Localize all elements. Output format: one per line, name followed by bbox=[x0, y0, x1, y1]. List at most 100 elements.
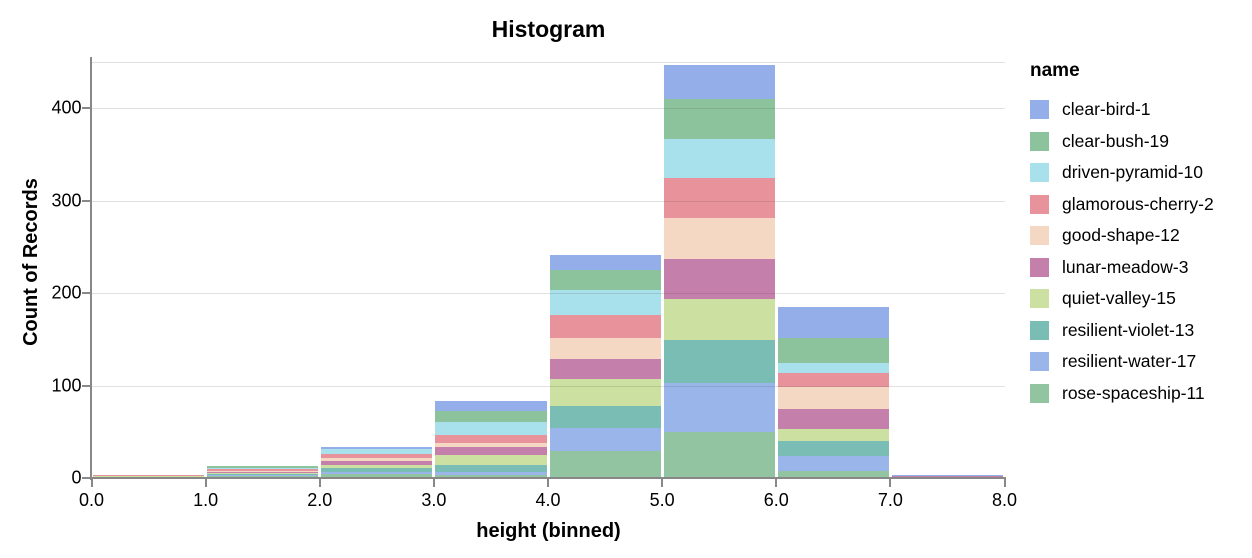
y-axis-tick-label: 0 bbox=[71, 467, 82, 488]
bar-segment bbox=[435, 454, 547, 466]
x-axis-tick bbox=[889, 479, 892, 487]
bar-segment bbox=[435, 434, 547, 443]
bar-segment bbox=[435, 447, 547, 455]
legend-item-label: driven-pyramid-10 bbox=[1062, 162, 1204, 183]
legend-item-label: rose-spaceship-11 bbox=[1062, 382, 1205, 403]
legend-swatch bbox=[1030, 100, 1049, 120]
bar-segment bbox=[663, 178, 775, 219]
bar-segment bbox=[549, 428, 661, 452]
y-axis-line bbox=[89, 57, 92, 480]
y-axis-tick bbox=[81, 199, 90, 202]
legend-item-label: quiet-valley-15 bbox=[1062, 288, 1176, 309]
bar-segment bbox=[435, 442, 547, 448]
bar-segment bbox=[207, 471, 319, 473]
x-axis-tick-label: 6.0 bbox=[763, 490, 789, 510]
y-axis-tick bbox=[81, 107, 90, 110]
x-axis-tick bbox=[547, 479, 549, 487]
bar-segment bbox=[435, 401, 547, 412]
bar-segment bbox=[321, 474, 433, 478]
x-axis-line bbox=[89, 477, 1006, 479]
y-axis-tick bbox=[81, 384, 90, 387]
legend-item-label: resilient-violet-13 bbox=[1062, 319, 1195, 340]
legend-swatch bbox=[1030, 257, 1049, 277]
bar-segment bbox=[777, 408, 889, 429]
bar-segment bbox=[663, 382, 775, 432]
legend-item-label: resilient-water-17 bbox=[1062, 351, 1197, 372]
x-axis-tick bbox=[318, 479, 321, 487]
x-axis-tick bbox=[432, 479, 435, 487]
bar-segment bbox=[777, 372, 889, 388]
bar-segment bbox=[777, 363, 889, 373]
x-axis-tick-label: 5.0 bbox=[649, 490, 675, 510]
bar-segment bbox=[777, 338, 889, 364]
bar-segment bbox=[93, 476, 205, 478]
bar-segment bbox=[207, 467, 319, 469]
bar-segment bbox=[207, 470, 319, 472]
bar-segment bbox=[435, 411, 547, 422]
bar-segment bbox=[777, 387, 889, 409]
legend-item: rose-spaceship-11 bbox=[1030, 378, 1214, 410]
y-axis-tick-label: 400 bbox=[51, 97, 82, 118]
legend-swatch bbox=[1030, 352, 1049, 372]
gridline bbox=[91, 108, 1005, 110]
legend-item: resilient-water-17 bbox=[1030, 346, 1214, 378]
legend-swatch bbox=[1030, 226, 1049, 246]
x-axis-tick-label: 3.0 bbox=[421, 490, 447, 510]
legend-item: driven-pyramid-10 bbox=[1030, 157, 1214, 189]
legend-item-label: lunar-meadow-3 bbox=[1062, 256, 1189, 277]
legend-item-label: clear-bush-19 bbox=[1062, 130, 1169, 151]
bar-segment bbox=[435, 472, 547, 476]
gridline bbox=[91, 385, 1005, 387]
bar-segment bbox=[321, 471, 433, 475]
bar-segment bbox=[777, 428, 889, 441]
bar-segment bbox=[777, 441, 889, 456]
y-axis-tick-label: 200 bbox=[51, 282, 82, 303]
legend-item-label: clear-bird-1 bbox=[1062, 99, 1151, 120]
bar-segment bbox=[891, 475, 1003, 477]
bar-segment bbox=[549, 451, 661, 478]
bar-segment bbox=[93, 475, 205, 477]
x-axis-tick bbox=[775, 479, 778, 487]
legend-swatch bbox=[1030, 289, 1049, 309]
x-axis-tick-label: 0.0 bbox=[78, 490, 105, 510]
legend-swatch bbox=[1030, 194, 1049, 214]
gridline bbox=[91, 200, 1005, 202]
bar-segment bbox=[435, 465, 547, 473]
bar-segment bbox=[549, 338, 661, 359]
x-axis-tick-label: 2.0 bbox=[307, 490, 333, 510]
legend-item-label: glamorous-cherry-2 bbox=[1062, 193, 1214, 214]
legend-item: clear-bird-1 bbox=[1030, 94, 1214, 126]
legend-swatch bbox=[1030, 320, 1049, 340]
x-axis-tick-label: 8.0 bbox=[991, 490, 1018, 510]
y-axis-tick-label: 100 bbox=[51, 375, 82, 396]
plot-area bbox=[91, 60, 1005, 478]
bar-segment bbox=[549, 315, 661, 339]
legend-item: quiet-valley-15 bbox=[1030, 283, 1214, 315]
bar-segment bbox=[549, 255, 661, 270]
legend-item-label: good-shape-12 bbox=[1062, 225, 1180, 246]
legend-item: glamorous-cherry-2 bbox=[1030, 189, 1214, 221]
bar-segment bbox=[321, 449, 433, 454]
legend-swatch bbox=[1030, 163, 1049, 183]
legend-title: name bbox=[1030, 60, 1080, 81]
legend-swatch bbox=[1030, 383, 1049, 403]
bar-segment bbox=[549, 405, 661, 429]
y-axis-title: Count of Records bbox=[20, 178, 42, 346]
legend: name clear-bird-1 clear-bush-19 driven-pyr… bbox=[1030, 60, 1214, 409]
legend-item: lunar-meadow-3 bbox=[1030, 252, 1214, 284]
x-axis-tick bbox=[661, 479, 664, 487]
chart-title: Histogram bbox=[491, 16, 606, 42]
x-axis-tick-label: 1.0 bbox=[193, 490, 219, 510]
bar-segment bbox=[207, 465, 319, 468]
bar-segment bbox=[549, 379, 661, 406]
bar-segment bbox=[663, 218, 775, 259]
bar-segment bbox=[663, 138, 775, 179]
bar-segment bbox=[321, 467, 433, 472]
bar-segment bbox=[321, 446, 433, 450]
legend-item: clear-bush-19 bbox=[1030, 126, 1214, 158]
bar-segment bbox=[549, 358, 661, 380]
legend-item: good-shape-12 bbox=[1030, 220, 1214, 252]
y-axis-tick bbox=[81, 477, 90, 479]
bar-segment bbox=[777, 306, 889, 339]
